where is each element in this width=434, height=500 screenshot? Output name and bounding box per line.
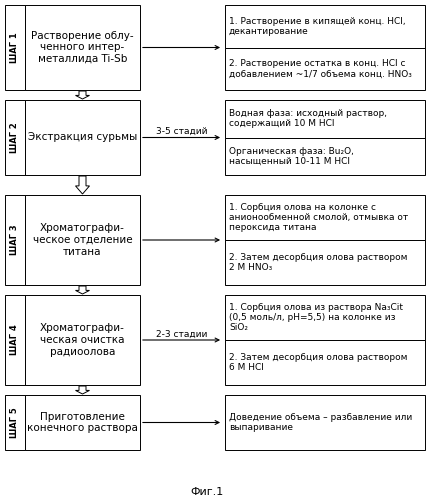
Bar bbox=[5, 295, 25, 385]
Bar bbox=[224, 395, 424, 450]
Text: Экстракция сурьмы: Экстракция сурьмы bbox=[28, 132, 137, 142]
Bar bbox=[25, 395, 140, 450]
Bar bbox=[25, 295, 140, 385]
Text: 1. Сорбция олова на колонке с
анионообменной смолой, отмывка от
пероксида титана: 1. Сорбция олова на колонке с анионообме… bbox=[228, 202, 408, 232]
Text: Доведение объема – разбавление или
выпаривание: Доведение объема – разбавление или выпар… bbox=[228, 412, 411, 432]
Text: Хроматографи-
ческое отделение
титана: Хроматографи- ческое отделение титана bbox=[33, 224, 132, 256]
Text: 1. Сорбция олова из раствора Na₃Cit
(0,5 моль/л, рН=5,5) на колонке из
SiO₂: 1. Сорбция олова из раствора Na₃Cit (0,5… bbox=[228, 302, 402, 332]
Bar bbox=[224, 295, 424, 340]
Text: 2. Затем десорбция олова раствором
2 М HNO₃: 2. Затем десорбция олова раствором 2 М H… bbox=[228, 253, 407, 272]
Text: 2. Затем десорбция олова раствором
6 М HCl: 2. Затем десорбция олова раствором 6 М H… bbox=[228, 353, 407, 372]
Text: Фиг.1: Фиг.1 bbox=[191, 487, 224, 497]
Text: 1. Растворение в кипящей конц. HCl,
декантирование: 1. Растворение в кипящей конц. HCl, дека… bbox=[228, 16, 404, 36]
Text: 2-3 стадии: 2-3 стадии bbox=[155, 330, 207, 338]
Text: Приготовление
конечного раствора: Приготовление конечного раствора bbox=[27, 412, 138, 434]
Text: ШАГ 2: ШАГ 2 bbox=[10, 122, 20, 153]
Text: 2. Растворение остатка в конц. HCl с
добавлением ~1/7 объема конц. HNO₃: 2. Растворение остатка в конц. HCl с доб… bbox=[228, 59, 411, 78]
Text: Водная фаза: исходный раствор,
содержащий 10 М HCl: Водная фаза: исходный раствор, содержащи… bbox=[228, 109, 386, 128]
Text: ШАГ 4: ШАГ 4 bbox=[10, 324, 20, 356]
Text: ШАГ 5: ШАГ 5 bbox=[10, 407, 20, 438]
Bar bbox=[224, 138, 424, 175]
Bar bbox=[25, 100, 140, 175]
Text: ШАГ 1: ШАГ 1 bbox=[10, 32, 20, 63]
Bar bbox=[5, 5, 25, 90]
Text: Растворение облу-
ченного интер-
металлида Ti-Sb: Растворение облу- ченного интер- металли… bbox=[31, 31, 134, 64]
Bar bbox=[25, 5, 140, 90]
Bar bbox=[224, 340, 424, 385]
Bar bbox=[5, 100, 25, 175]
Bar bbox=[224, 240, 424, 285]
Bar bbox=[25, 195, 140, 285]
Text: 3-5 стадий: 3-5 стадий bbox=[155, 127, 207, 136]
Polygon shape bbox=[76, 386, 89, 394]
Bar bbox=[5, 195, 25, 285]
Text: Органическая фаза: Bu₂O,
насыщенный 10-11 М HCl: Органическая фаза: Bu₂O, насыщенный 10-1… bbox=[228, 146, 353, 166]
Bar bbox=[224, 5, 424, 48]
Polygon shape bbox=[76, 176, 89, 194]
Bar bbox=[5, 395, 25, 450]
Bar bbox=[224, 100, 424, 138]
Bar bbox=[224, 48, 424, 90]
Bar bbox=[224, 195, 424, 240]
Text: ШАГ 3: ШАГ 3 bbox=[10, 224, 20, 256]
Text: Хроматографи-
ческая очистка
радиоолова: Хроматографи- ческая очистка радиоолова bbox=[40, 324, 125, 356]
Polygon shape bbox=[76, 91, 89, 99]
Polygon shape bbox=[76, 286, 89, 294]
